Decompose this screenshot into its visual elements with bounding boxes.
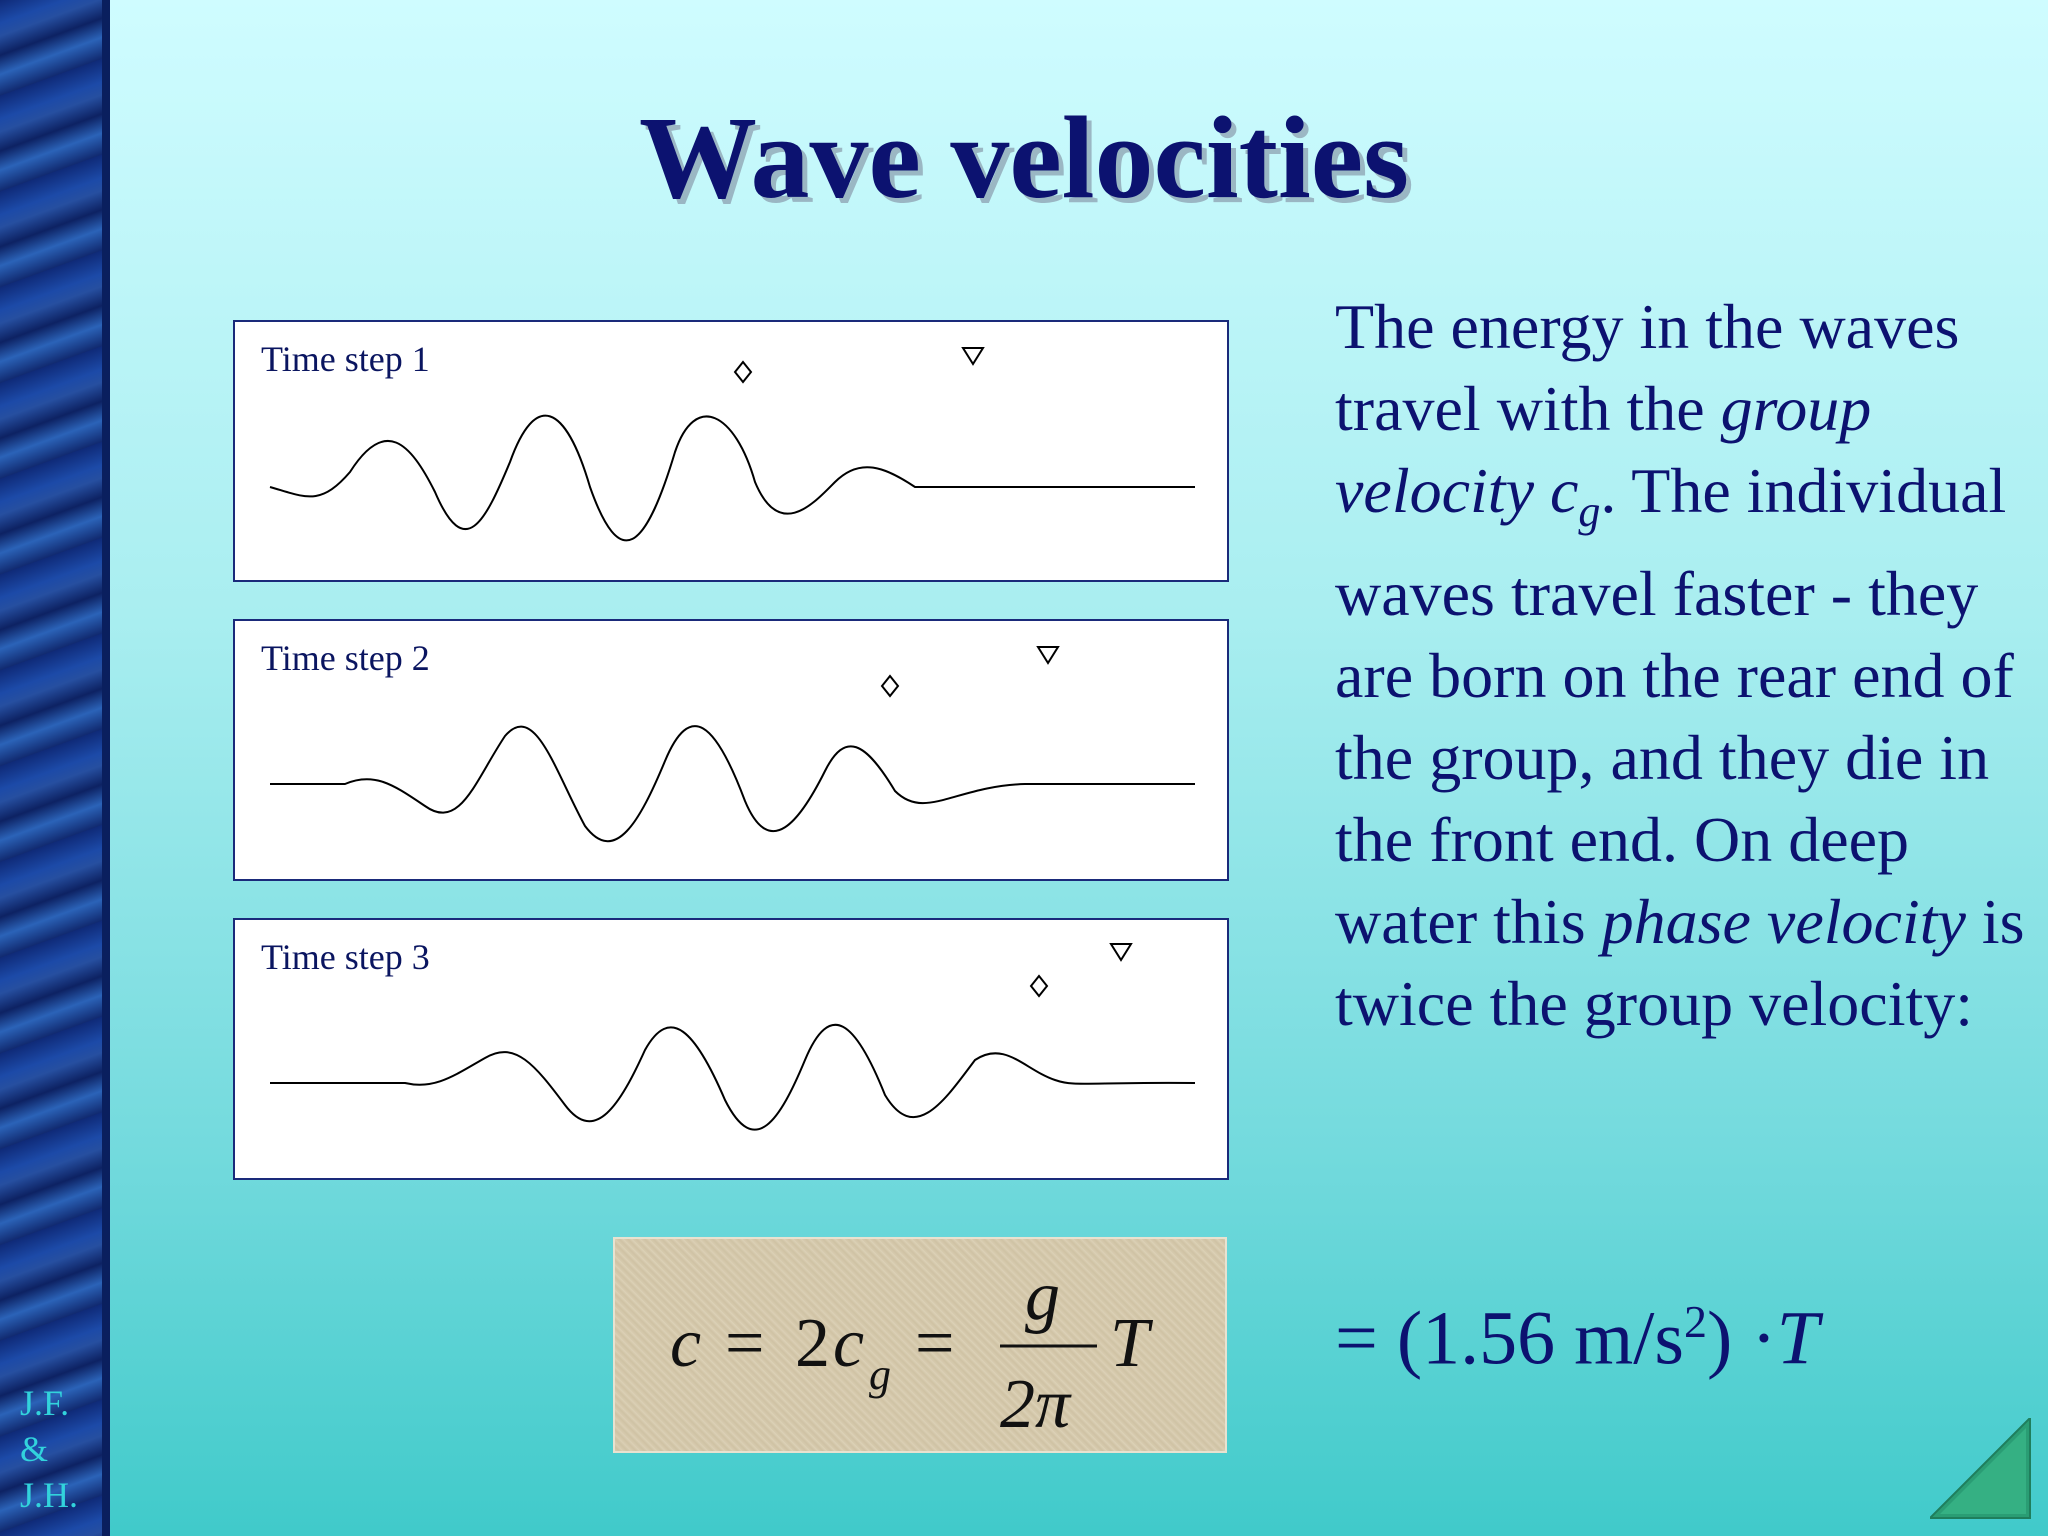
body-text-part-3: is twice the group velocity: <box>1335 885 2025 1039</box>
next-slide-triangle-icon[interactable] <box>1930 1418 2032 1520</box>
diamond-marker-icon <box>1029 974 1049 998</box>
body-text-part-2: . The individual waves travel faster - t… <box>1335 455 2014 957</box>
triangle-marker-icon <box>1109 943 1133 962</box>
wave-plot-1 <box>269 347 1195 542</box>
formula-c: c <box>670 1305 701 1382</box>
triangle-marker-icon <box>961 347 985 366</box>
result-T: T <box>1776 1296 1819 1381</box>
time-step-panel-1: Time step 1 <box>233 320 1229 582</box>
group-velocity-term: group velocity c <box>1335 373 1872 526</box>
wave-plot-2 <box>270 646 1195 842</box>
author-initials: J.F. & J.H. <box>20 1380 90 1518</box>
panel-label: Time step 1 <box>261 339 430 379</box>
wave-plot-3 <box>270 943 1196 1131</box>
ocean-sidebar <box>0 0 110 1536</box>
formula-denominator: 2π <box>1000 1366 1072 1443</box>
panel-label: Time step 3 <box>261 937 430 977</box>
time-step-panel-3: Time step 3 <box>233 918 1229 1180</box>
formula-cg: c <box>833 1305 864 1382</box>
result-expression: = (1.56 m/s2) ·T <box>1335 1295 1819 1382</box>
formula-two: 2 <box>795 1305 830 1382</box>
phase-velocity-term: phase velocity <box>1601 885 1966 957</box>
wave-curve <box>269 414 1195 542</box>
formula-g-subscript: g <box>869 1350 891 1399</box>
formula-T: T <box>1110 1305 1154 1382</box>
body-text-part-1: The energy in the waves travel with the <box>1335 291 1960 444</box>
formula-numerator: g <box>1025 1258 1060 1335</box>
panel-label: Time step 2 <box>261 638 430 678</box>
wave-curve <box>270 1023 1196 1131</box>
result-exponent: 2 <box>1683 1296 1707 1347</box>
slide-title: Wave velocities <box>638 92 1410 223</box>
result-prefix: = (1.56 m/s <box>1335 1296 1684 1381</box>
initials-line-3: J.H. <box>20 1475 79 1515</box>
time-step-panel-2: Time step 2 <box>233 619 1229 881</box>
formula-box: c = 2 c g = g 2π T <box>613 1237 1227 1453</box>
initials-line-2: & <box>20 1429 49 1469</box>
group-velocity-subscript: g <box>1578 486 1601 536</box>
diamond-marker-icon <box>733 360 753 384</box>
triangle-marker-icon <box>1036 646 1060 665</box>
result-suffix: ) · <box>1706 1296 1777 1381</box>
formula-equals-2: = <box>915 1305 954 1382</box>
explanation-text: The energy in the waves travel with the … <box>1335 286 2025 1045</box>
diamond-marker-icon <box>880 674 900 698</box>
initials-line-1: J.F. <box>20 1383 70 1423</box>
formula-equals-1: = <box>725 1305 764 1382</box>
wave-curve <box>270 725 1195 842</box>
formula: c = 2 c g = g 2π T <box>670 1258 1154 1443</box>
